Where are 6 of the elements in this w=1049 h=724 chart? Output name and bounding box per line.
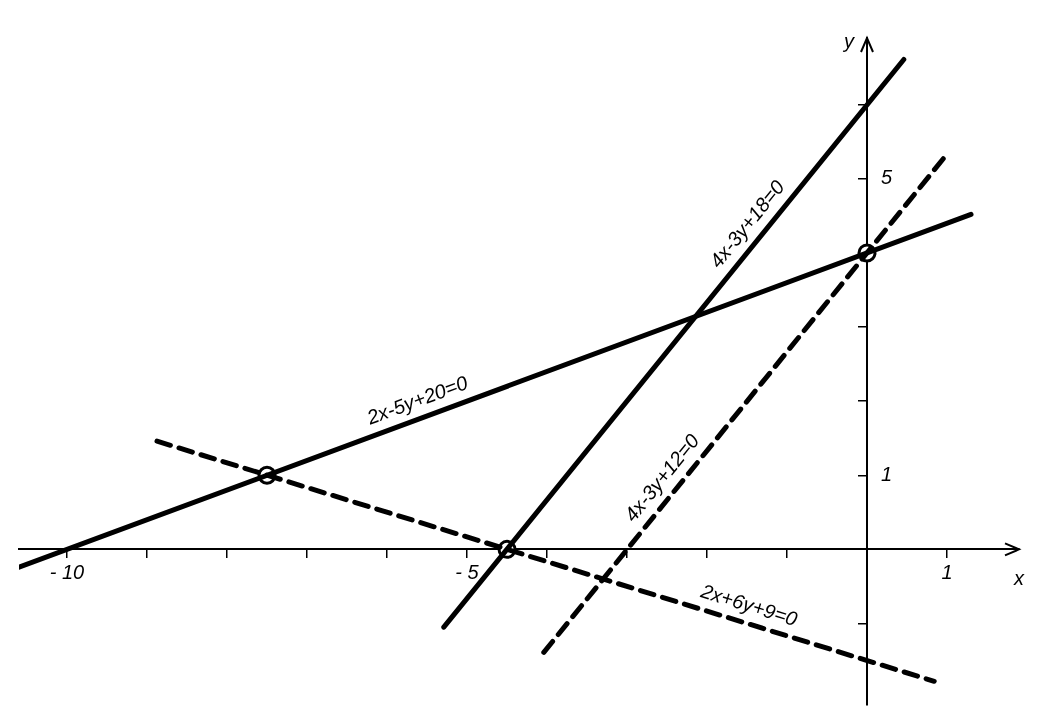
x-axis-title: x xyxy=(1013,566,1025,589)
y-axis-title: y xyxy=(842,29,855,52)
x-tick-label: 1 xyxy=(941,560,953,583)
x-tick-label: - 10 xyxy=(49,560,85,583)
y-tick-label: 5 xyxy=(881,166,893,189)
x-tick-label: - 5 xyxy=(455,560,480,583)
